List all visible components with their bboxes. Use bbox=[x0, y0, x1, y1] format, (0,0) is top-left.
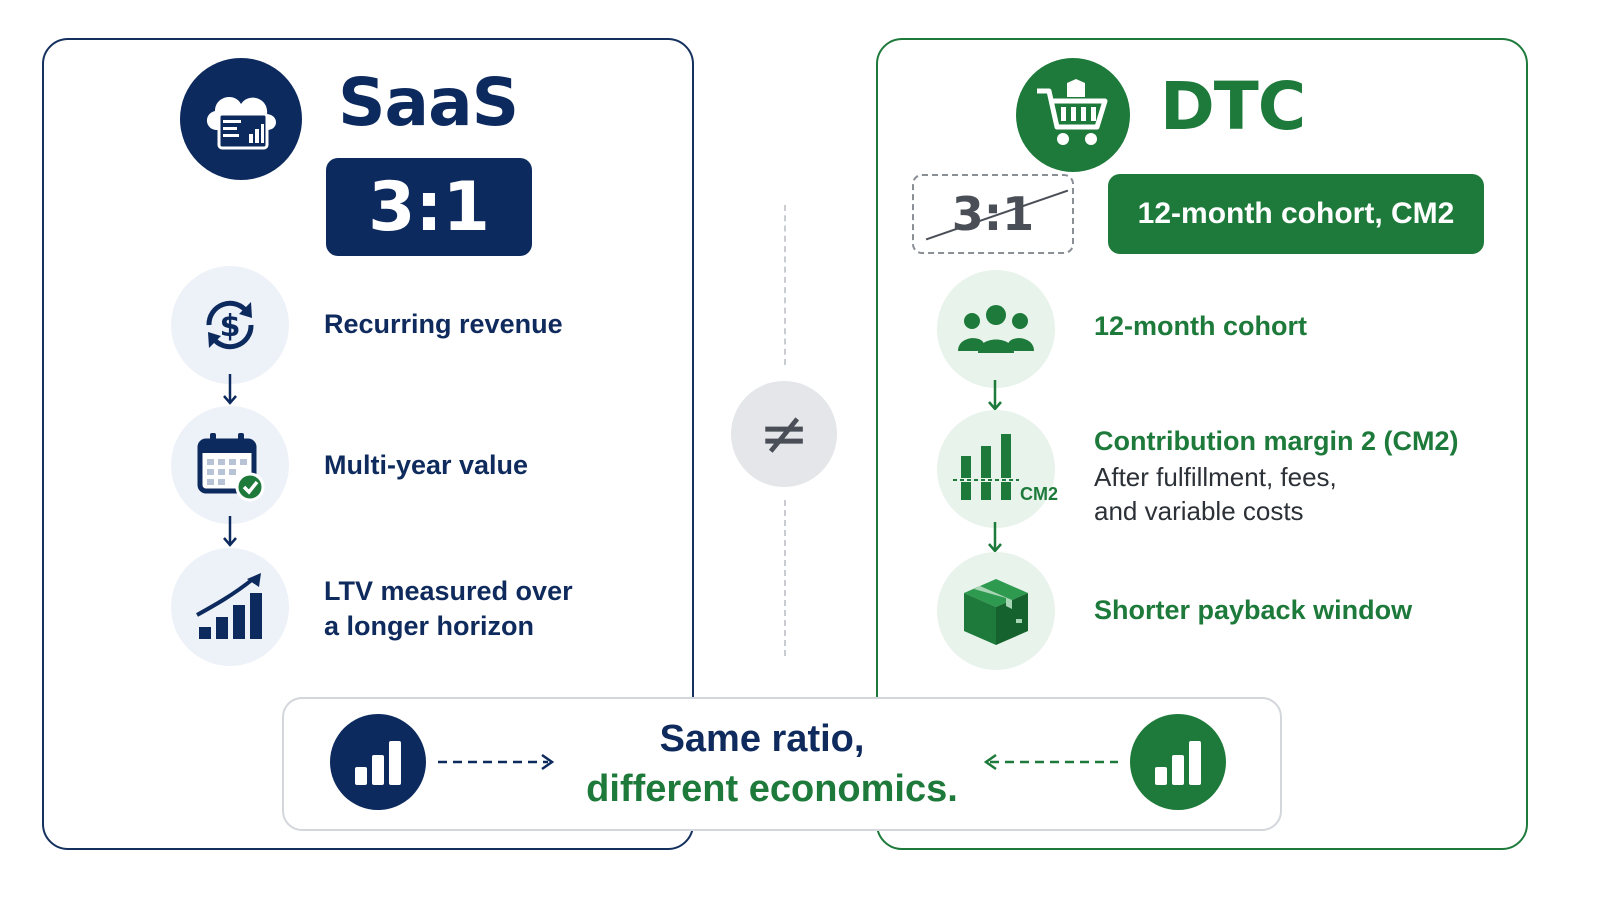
growth-chart-icon bbox=[171, 548, 289, 666]
conclusion-line2: different economics. bbox=[586, 768, 958, 810]
cm2-bars-icon bbox=[937, 410, 1055, 528]
divider-bottom bbox=[784, 500, 786, 656]
saas-ratio: 3:1 bbox=[326, 158, 532, 256]
group-people-icon bbox=[937, 270, 1055, 388]
saas-item-3-label-line1: LTV measured over bbox=[324, 576, 573, 606]
svg-text:$: $ bbox=[220, 309, 241, 344]
saas-item-3-label-line2: a longer horizon bbox=[324, 611, 535, 641]
cloud-dashboard-icon bbox=[180, 58, 302, 180]
dtc-item-2-sub-line1: After fulfillment, fees, bbox=[1094, 462, 1337, 492]
divider-top bbox=[784, 205, 786, 365]
conclusion-line1: Same ratio, bbox=[659, 718, 865, 760]
dashed-arrow-right-icon bbox=[438, 753, 555, 771]
down-arrow-icon bbox=[988, 380, 1002, 411]
shopping-cart-icon bbox=[1016, 58, 1130, 172]
package-box-icon bbox=[937, 552, 1055, 670]
not-equal-symbol: ≠ bbox=[758, 399, 810, 469]
bar-chart-icon bbox=[330, 714, 426, 810]
calendar-check-icon bbox=[171, 406, 289, 524]
struck-ratio: 3:1 bbox=[912, 174, 1074, 254]
dtc-item-3-label: Shorter payback window bbox=[1094, 595, 1413, 625]
down-arrow-icon bbox=[223, 516, 237, 547]
dashed-arrow-left-icon bbox=[983, 753, 1118, 771]
dtc-title: DTC bbox=[1160, 68, 1306, 145]
bar-chart-icon bbox=[1130, 714, 1226, 810]
saas-title: SaaS bbox=[338, 64, 519, 141]
dtc-item-2-label: Contribution margin 2 (CM2) bbox=[1094, 426, 1459, 456]
down-arrow-icon bbox=[223, 374, 237, 405]
dtc-definition-pill: 12-month cohort, CM2 bbox=[1108, 174, 1484, 254]
dollar-cycle-icon: $ bbox=[171, 266, 289, 384]
saas-item-1-label: Recurring revenue bbox=[324, 309, 563, 339]
conclusion-callout bbox=[282, 697, 1282, 831]
saas-item-2-label: Multi-year value bbox=[324, 450, 529, 480]
cm2-badge-text: CM2 bbox=[1020, 484, 1059, 504]
not-equal-icon: ≠ bbox=[731, 381, 837, 487]
down-arrow-icon bbox=[988, 522, 1002, 553]
dtc-item-2-sub-line2: and variable costs bbox=[1094, 496, 1304, 526]
dtc-item-1-label: 12-month cohort bbox=[1094, 311, 1307, 341]
